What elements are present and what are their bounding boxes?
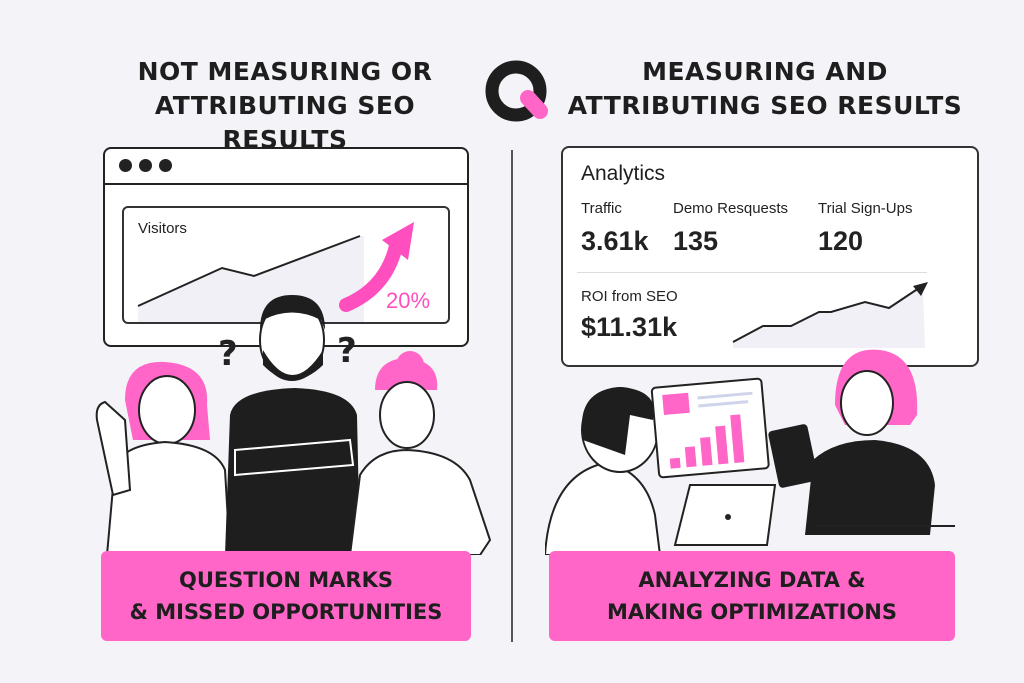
analyzing-team-illustration bbox=[545, 349, 955, 555]
window-dot bbox=[139, 159, 152, 172]
card-divider bbox=[577, 272, 927, 273]
left-title-line2: ATTRIBUTING SEO RESULTS bbox=[154, 91, 416, 154]
question-mark-icon: ? bbox=[218, 334, 238, 374]
svg-text:?: ? bbox=[337, 331, 357, 371]
metric-value-traffic: 3.61k bbox=[581, 226, 649, 256]
right-title: MEASURING AND ATTRIBUTING SEO RESULTS bbox=[560, 55, 970, 123]
left-title: NOT MEASURING OR ATTRIBUTING SEO RESULTS bbox=[90, 55, 480, 157]
left-caption-line1: QUESTION MARKS bbox=[179, 568, 393, 592]
svg-text:?: ? bbox=[218, 334, 238, 374]
analytics-card: Analytics Traffic 3.61k Demo Resquests 1… bbox=[561, 146, 979, 367]
roi-value: $11.31k bbox=[581, 312, 678, 342]
left-title-line1: NOT MEASURING OR bbox=[137, 57, 433, 86]
question-mark-icon: ? bbox=[337, 331, 357, 371]
metric-value-trial-signups: 120 bbox=[818, 226, 864, 256]
metric-label-demo-requests: Demo Resquests bbox=[673, 200, 789, 217]
growth-percent: 20% bbox=[386, 288, 431, 313]
roi-label: ROI from SEO bbox=[581, 288, 678, 305]
browser-title-bar bbox=[105, 149, 467, 185]
right-caption: ANALYZING DATA & MAKING OPTIMIZATIONS bbox=[549, 551, 955, 641]
dashboard-screen bbox=[650, 377, 770, 479]
confused-team-illustration: ? ? bbox=[95, 295, 492, 555]
right-title-line1: MEASURING AND bbox=[642, 57, 888, 86]
q-logo-icon bbox=[485, 60, 548, 122]
right-caption-line2: MAKING OPTIMIZATIONS bbox=[607, 600, 897, 624]
metric-label-traffic: Traffic bbox=[581, 200, 622, 217]
divider bbox=[511, 150, 513, 642]
left-caption: QUESTION MARKS & MISSED OPPORTUNITIES bbox=[101, 551, 471, 641]
visitors-label: Visitors bbox=[138, 220, 187, 237]
analytics-title: Analytics bbox=[581, 162, 666, 185]
right-caption-line1: ANALYZING DATA & bbox=[638, 568, 866, 592]
roi-trend-chart bbox=[732, 282, 928, 348]
window-dot bbox=[159, 159, 172, 172]
right-title-line2: ATTRIBUTING SEO RESULTS bbox=[567, 91, 963, 120]
metric-label-trial-signups: Trial Sign-Ups bbox=[818, 200, 913, 217]
left-caption-line2: & MISSED OPPORTUNITIES bbox=[129, 600, 443, 624]
window-dot bbox=[119, 159, 132, 172]
metric-value-demo-requests: 135 bbox=[673, 226, 719, 256]
